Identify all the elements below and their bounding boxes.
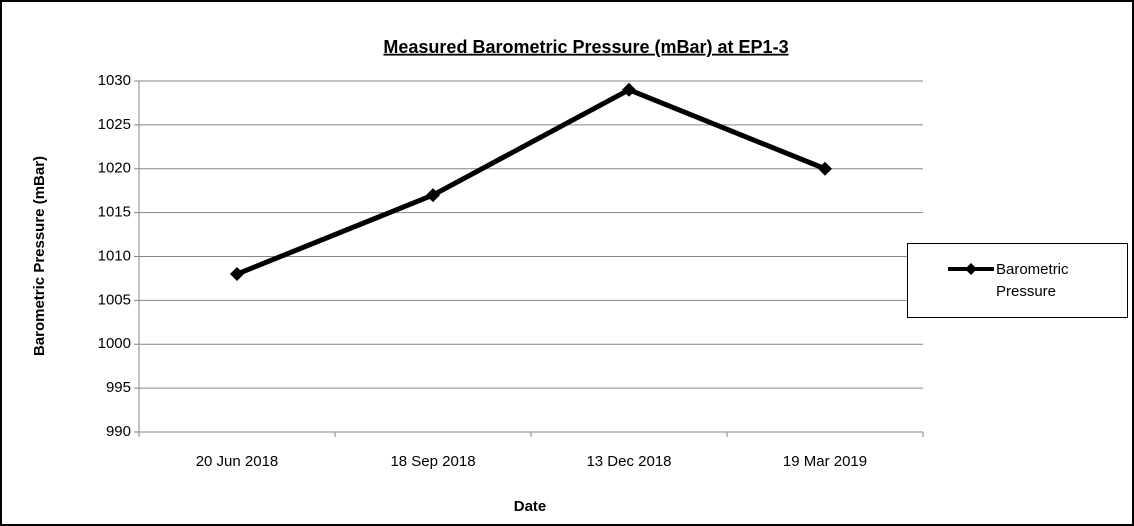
x-axis-label: Date: [514, 498, 547, 515]
legend-marker: [965, 263, 977, 275]
y-tick-label: 1000: [98, 335, 131, 352]
y-tick-label: 995: [106, 379, 131, 396]
marker: [818, 161, 832, 176]
x-tick-label: 20 Jun 2018: [196, 453, 279, 470]
legend-label: Barometric Pressure: [996, 261, 1069, 300]
chart-title: Measured Barometric Pressure (mBar) at E…: [383, 37, 788, 57]
legend-key: [948, 263, 994, 275]
y-tick-label: 1025: [98, 116, 131, 133]
y-tick-label: 1010: [98, 247, 131, 264]
y-tick-label: 1030: [98, 72, 131, 89]
marker: [230, 267, 244, 282]
y-tick-label: 1015: [98, 204, 131, 221]
y-tick-label: 1020: [98, 160, 131, 177]
x-tick-label: 13 Dec 2018: [586, 453, 671, 470]
marker: [622, 82, 636, 97]
legend: Barometric Pressure: [907, 243, 1128, 318]
y-axis-label: Barometric Pressure (mBar): [31, 156, 48, 356]
line: [236, 87, 826, 277]
x-tick-label: 18 Sep 2018: [390, 453, 475, 470]
y-tick-label: 990: [106, 423, 131, 440]
marker: [426, 188, 440, 203]
y-tick-label: 1005: [98, 291, 131, 308]
x-tick-label: 19 Mar 2019: [783, 453, 867, 470]
